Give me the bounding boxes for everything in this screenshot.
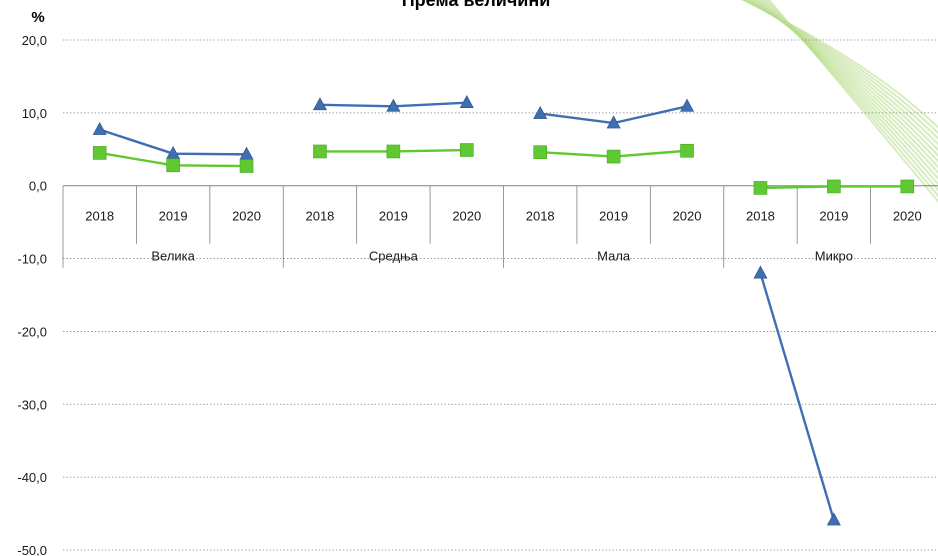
decorative-swoosh-line [700,0,938,150]
data-point-square [901,180,914,193]
decorative-swoosh-line [736,0,938,204]
data-point-triangle [754,266,767,278]
y-tick-label: -30,0 [17,397,47,412]
data-point-square [681,144,694,157]
x-tick-label-year: 2019 [379,209,408,224]
x-group-label: Велика [151,249,195,264]
data-point-square [827,180,840,193]
series-layer [93,96,914,525]
data-point-square [240,160,253,173]
series-1 [93,96,840,525]
y-tick-label: -50,0 [17,543,47,556]
data-point-square [93,146,106,159]
x-tick-label-year: 2020 [893,209,922,224]
x-tick-label-year: 2018 [85,209,114,224]
data-point-square [534,146,547,159]
y-tick-label: 10,0 [22,106,47,121]
y-tick-label: 20,0 [22,33,47,48]
x-tick-label-year: 2018 [305,209,334,224]
decorative-swoosh-line [712,0,938,168]
y-tick-label: -40,0 [17,470,47,485]
x-group-label: Средња [369,249,419,264]
chart-title: Према величини [402,0,551,10]
y-tick-label: -10,0 [17,252,47,267]
data-point-triangle [93,123,106,135]
x-tick-label-year: 2020 [232,209,261,224]
data-point-triangle [681,99,694,111]
decorative-swoosh-line [752,0,938,228]
data-point-square [387,145,400,158]
data-point-square [167,159,180,172]
series-line [760,273,833,520]
data-point-square [607,150,620,163]
x-tick-label-year: 2020 [452,209,481,224]
x-axis: 2018 2019 2020 Велика 2018 2019 2020 Средња 2018… [63,186,938,268]
decorative-swoosh-line [716,0,938,174]
data-point-square [313,145,326,158]
x-tick-label-year: 2018 [526,209,555,224]
y-tick-label: 0,0 [29,179,47,194]
y-axis-ticks: -50,0 -40,0 -30,0 -20,0 -10,0 0,0 10,0 20,0 [17,33,47,556]
x-tick-label-year: 2019 [599,209,628,224]
x-tick-label-year: 2019 [159,209,188,224]
x-tick-label-year: 2019 [819,209,848,224]
x-group-label: Мала [597,249,631,264]
decorative-swoosh [700,0,938,228]
data-point-triangle [827,513,840,525]
decorative-swoosh-line [704,0,938,156]
data-point-square [460,144,473,157]
data-point-square [754,181,767,194]
x-group-label: Микро [815,249,853,264]
x-tick-label-year: 2018 [746,209,775,224]
gridlines [63,40,938,550]
y-axis-unit-label: % [31,9,44,26]
data-point-triangle [460,96,473,108]
decorative-swoosh-line [708,0,938,162]
x-tick-label-year: 2020 [673,209,702,224]
y-tick-label: -20,0 [17,324,47,339]
